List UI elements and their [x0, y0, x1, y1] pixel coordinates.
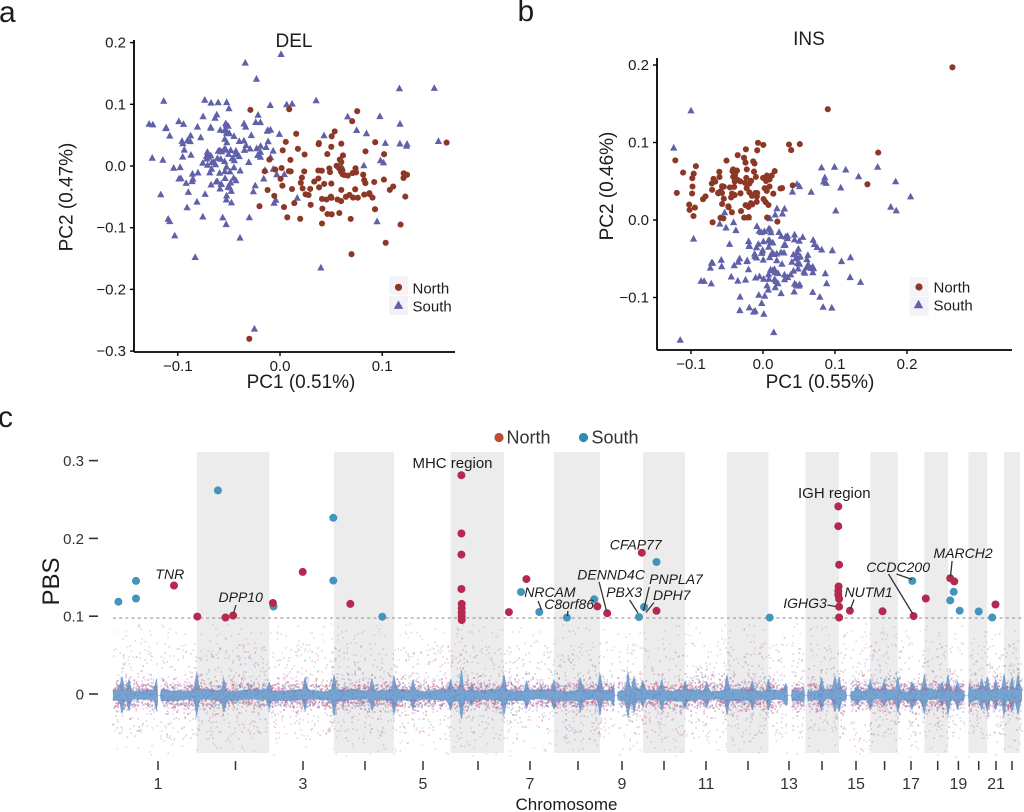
svg-text:−0.1: −0.1	[96, 220, 126, 237]
svg-text:5: 5	[419, 776, 428, 793]
svg-text:0.0: 0.0	[628, 212, 649, 229]
svg-text:0.1: 0.1	[372, 358, 393, 375]
svg-text:7: 7	[526, 776, 535, 793]
svg-text:C8orf86: C8orf86	[544, 596, 594, 612]
svg-text:−0.1: −0.1	[619, 290, 649, 307]
svg-text:1: 1	[154, 776, 163, 793]
svg-text:PC1 (0.55%): PC1 (0.55%)	[766, 372, 875, 393]
svg-text:PBS: PBS	[38, 557, 65, 605]
svg-text:17: 17	[902, 776, 920, 793]
svg-text:CCDC200: CCDC200	[866, 559, 930, 575]
svg-text:b: b	[518, 0, 535, 28]
svg-text:PC1 (0.51%): PC1 (0.51%)	[247, 372, 356, 393]
svg-text:South: South	[413, 299, 452, 316]
svg-text:0.1: 0.1	[105, 96, 126, 113]
svg-text:−0.1: −0.1	[163, 358, 193, 375]
svg-text:9: 9	[618, 776, 627, 793]
svg-text:DPP10: DPP10	[219, 589, 264, 605]
svg-text:MARCH2: MARCH2	[934, 545, 993, 561]
svg-text:IGHG3: IGHG3	[783, 595, 827, 611]
svg-text:PNPLA7: PNPLA7	[649, 571, 704, 587]
svg-text:TNR: TNR	[155, 566, 184, 582]
svg-text:11: 11	[698, 776, 715, 793]
svg-text:PC2 (0.47%): PC2 (0.47%)	[57, 143, 78, 252]
svg-text:0.2: 0.2	[628, 57, 649, 74]
svg-text:0.0: 0.0	[753, 356, 774, 373]
svg-text:−0.1: −0.1	[676, 356, 706, 373]
svg-text:South: South	[934, 298, 973, 315]
svg-text:0.0: 0.0	[105, 158, 126, 175]
svg-text:0: 0	[76, 687, 84, 704]
svg-text:North: North	[507, 428, 551, 448]
svg-text:PC2 (0.46%): PC2 (0.46%)	[597, 132, 618, 241]
svg-text:DPH7: DPH7	[653, 587, 692, 603]
svg-text:−0.2: −0.2	[96, 281, 126, 298]
svg-text:PBX3: PBX3	[606, 584, 642, 600]
svg-text:0.2: 0.2	[63, 531, 84, 548]
svg-text:South: South	[592, 428, 639, 448]
svg-text:c: c	[0, 401, 13, 434]
svg-text:North: North	[934, 279, 971, 296]
svg-text:15: 15	[847, 776, 865, 793]
svg-text:DENND4C: DENND4C	[577, 567, 646, 583]
svg-text:DEL: DEL	[276, 31, 313, 52]
svg-text:3: 3	[299, 776, 308, 793]
svg-text:Chromosome: Chromosome	[515, 795, 617, 812]
svg-text:21: 21	[987, 776, 1005, 793]
svg-text:0.1: 0.1	[825, 356, 846, 373]
svg-text:0.1: 0.1	[628, 135, 649, 152]
svg-text:North: North	[413, 280, 450, 297]
svg-text:−0.3: −0.3	[96, 343, 126, 360]
svg-text:a: a	[0, 0, 16, 29]
svg-text:MHC region: MHC region	[412, 455, 492, 472]
svg-text:0.2: 0.2	[897, 356, 918, 373]
svg-text:IGH region: IGH region	[798, 485, 871, 502]
svg-text:0.3: 0.3	[63, 453, 84, 470]
svg-text:19: 19	[950, 776, 968, 793]
svg-text:INS: INS	[793, 29, 825, 50]
svg-text:0.1: 0.1	[63, 609, 84, 626]
svg-text:0.0: 0.0	[270, 358, 291, 375]
svg-text:CFAP77: CFAP77	[610, 537, 663, 553]
svg-text:NUTM1: NUTM1	[844, 584, 892, 600]
svg-text:0.2: 0.2	[105, 35, 126, 52]
svg-text:13: 13	[780, 776, 798, 793]
svg-text:NRCAM: NRCAM	[524, 584, 576, 600]
